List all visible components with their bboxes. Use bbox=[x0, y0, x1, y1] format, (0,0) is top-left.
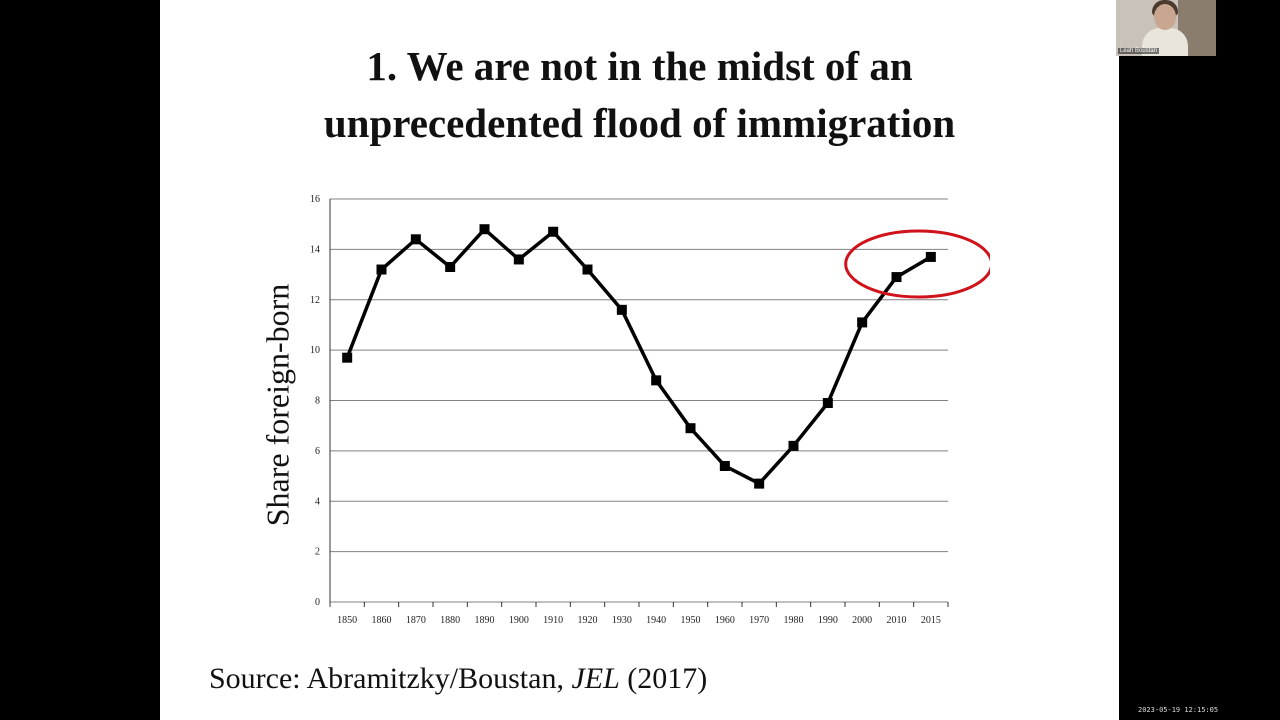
y-tick-label: 0 bbox=[315, 597, 320, 608]
y-tick-label: 16 bbox=[310, 194, 320, 205]
y-tick-label: 10 bbox=[310, 345, 320, 356]
slide-title: 1. We are not in the midst of an unprece… bbox=[160, 38, 1119, 152]
slide-title-line-1: 1. We are not in the midst of an bbox=[366, 43, 913, 89]
series-line bbox=[345, 227, 932, 486]
data-point bbox=[891, 272, 902, 283]
x-tick-label: 1850 bbox=[337, 615, 357, 626]
data-point bbox=[410, 234, 421, 245]
y-tick-label: 6 bbox=[315, 446, 320, 457]
data-point bbox=[788, 440, 799, 451]
data-point bbox=[445, 262, 456, 273]
source-prefix: Source: Abramitzky/Boustan, bbox=[209, 662, 572, 695]
highlight-ellipse bbox=[844, 229, 990, 299]
line-chart: 0 2 4 6 8 10 12 14 16 1850 1860 1870 1880 1890 1900 191… bbox=[310, 194, 990, 626]
source-citation: Source: Abramitzky/Boustan, JEL (2017) bbox=[209, 662, 707, 696]
y-tick-label: 12 bbox=[310, 295, 320, 306]
participant-head bbox=[1154, 4, 1176, 30]
participant-name-label: Leah Boustan bbox=[1118, 48, 1160, 54]
x-tick-label: 1920 bbox=[578, 615, 598, 626]
y-axis-label: Share foreign-born bbox=[259, 283, 296, 527]
data-point bbox=[719, 460, 730, 471]
source-year: (2017) bbox=[619, 662, 708, 695]
data-point bbox=[685, 423, 696, 434]
x-tick-label: 1870 bbox=[406, 615, 426, 626]
data-point bbox=[342, 352, 353, 363]
data-point bbox=[582, 264, 593, 275]
x-tick-label: 1960 bbox=[715, 615, 735, 626]
x-tick-label: 1860 bbox=[372, 615, 392, 626]
data-point bbox=[376, 264, 387, 275]
x-tick-label: 1930 bbox=[612, 615, 632, 626]
data-point bbox=[754, 478, 765, 489]
participant-video-thumbnail[interactable]: Leah Boustan bbox=[1116, 0, 1216, 56]
y-tick-label: 8 bbox=[315, 396, 320, 407]
x-tick-label: 1910 bbox=[543, 615, 563, 626]
data-point bbox=[651, 375, 662, 386]
x-tick-label: 2015 bbox=[921, 615, 941, 626]
x-tick-label: 1940 bbox=[646, 615, 666, 626]
data-point bbox=[548, 226, 559, 237]
data-point bbox=[616, 304, 627, 315]
source-journal: JEL bbox=[571, 662, 620, 695]
x-tick-label: 1900 bbox=[509, 615, 529, 626]
data-point bbox=[513, 254, 524, 265]
x-tick-label: 1980 bbox=[784, 615, 804, 626]
x-tick-label: 1950 bbox=[681, 615, 701, 626]
x-tick-label: 1970 bbox=[749, 615, 769, 626]
y-tick-label: 14 bbox=[310, 244, 320, 255]
data-point bbox=[479, 224, 490, 235]
x-tick-label: 1890 bbox=[475, 615, 495, 626]
y-tick-label: 4 bbox=[315, 496, 320, 507]
data-point bbox=[822, 398, 833, 409]
data-point bbox=[925, 251, 936, 262]
presentation-slide: 1. We are not in the midst of an unprece… bbox=[160, 0, 1119, 720]
x-tick-label: 2010 bbox=[887, 615, 907, 626]
y-tick-label: 2 bbox=[315, 547, 320, 558]
x-tick-label: 1880 bbox=[440, 615, 460, 626]
x-tick-label: 1990 bbox=[818, 615, 838, 626]
data-point bbox=[857, 317, 868, 328]
recording-timestamp: 2023-05-19 12:15:05 bbox=[1138, 706, 1219, 714]
slide-title-line-2: unprecedented flood of immigration bbox=[323, 100, 956, 146]
x-tick-label: 2000 bbox=[852, 615, 872, 626]
